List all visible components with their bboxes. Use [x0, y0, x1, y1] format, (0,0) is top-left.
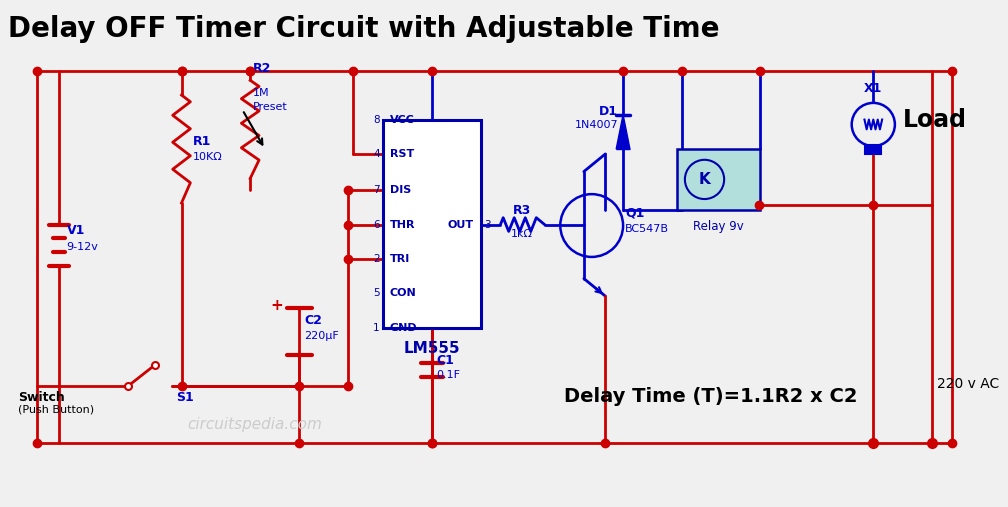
Text: +: + [271, 298, 283, 312]
Text: RST: RST [389, 149, 414, 159]
Text: 0.1F: 0.1F [436, 370, 461, 380]
Text: circuitspedia.com: circuitspedia.com [187, 417, 323, 431]
Text: D1: D1 [599, 104, 618, 118]
FancyBboxPatch shape [677, 149, 760, 210]
Text: LM555: LM555 [403, 341, 460, 356]
Text: R2: R2 [253, 62, 271, 76]
Text: Switch: Switch [18, 391, 65, 405]
Text: X1: X1 [864, 82, 882, 95]
Polygon shape [616, 115, 630, 149]
Text: 220μF: 220μF [304, 332, 339, 341]
Text: V1: V1 [67, 224, 85, 237]
Text: 5: 5 [373, 288, 380, 298]
Text: Delay OFF Timer Circuit with Adjustable Time: Delay OFF Timer Circuit with Adjustable … [8, 15, 720, 43]
Text: 4: 4 [373, 149, 380, 159]
Text: 1: 1 [373, 322, 380, 333]
Text: R1: R1 [194, 135, 212, 148]
Text: K: K [699, 172, 711, 187]
FancyBboxPatch shape [866, 145, 881, 154]
Text: 220 v AC: 220 v AC [937, 378, 999, 391]
Text: 7: 7 [373, 185, 380, 195]
FancyBboxPatch shape [383, 120, 481, 328]
Text: 9-12v: 9-12v [67, 242, 99, 252]
Text: DIS: DIS [389, 185, 411, 195]
Text: CON: CON [389, 288, 416, 298]
Text: Q1: Q1 [625, 207, 644, 220]
Text: R3: R3 [513, 204, 531, 217]
Text: BC547B: BC547B [625, 225, 669, 234]
Text: 1M: 1M [253, 88, 270, 98]
Text: 1kΩ: 1kΩ [511, 229, 533, 239]
Text: VCC: VCC [389, 115, 414, 125]
Text: 10KΩ: 10KΩ [194, 152, 223, 162]
Text: Preset: Preset [253, 102, 288, 112]
Text: Relay 9v: Relay 9v [692, 220, 744, 233]
Text: C2: C2 [304, 314, 323, 327]
Text: GND: GND [389, 322, 417, 333]
Text: Load: Load [903, 107, 967, 131]
Text: 1N4007: 1N4007 [575, 120, 618, 130]
Text: C1: C1 [436, 354, 455, 367]
Text: OUT: OUT [448, 220, 474, 230]
Text: 6: 6 [373, 220, 380, 230]
Text: Delay Time (T)=1.1R2 x C2: Delay Time (T)=1.1R2 x C2 [564, 387, 858, 406]
Text: THR: THR [389, 220, 415, 230]
Text: S1: S1 [176, 391, 195, 405]
Text: (Push Button): (Push Button) [18, 404, 94, 414]
Text: 8: 8 [373, 115, 380, 125]
Text: 3: 3 [484, 220, 490, 230]
Text: 2: 2 [373, 254, 380, 264]
Text: TRI: TRI [389, 254, 410, 264]
